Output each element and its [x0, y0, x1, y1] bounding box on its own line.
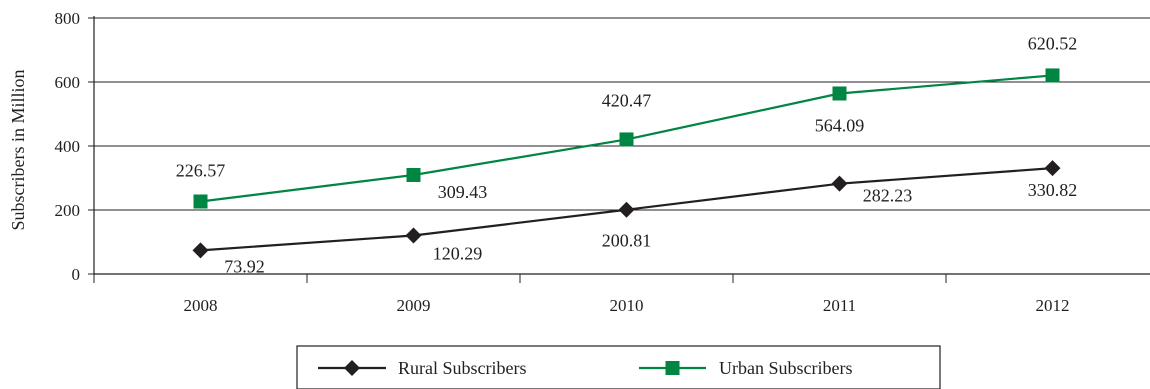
data-label: 620.52 — [1028, 33, 1078, 53]
data-point-square — [832, 86, 847, 101]
data-point-diamond — [1044, 160, 1061, 177]
data-point-square — [1045, 68, 1060, 83]
y-tick-label: 200 — [55, 201, 81, 220]
data-point-diamond — [831, 175, 848, 192]
series-group: 73.92 120.29 200.81 282.23 330.82 226.57 309.4… — [176, 33, 1078, 276]
legend: Rural Subscribers Urban Subscribers — [296, 345, 941, 389]
data-label: 73.92 — [224, 256, 265, 276]
legend-label: Urban Subscribers — [719, 358, 852, 378]
data-point-square — [619, 132, 634, 147]
gridlines — [94, 17, 1150, 211]
series-urban-subscribers: 226.57 309.43 420.47 564.09 620.52 — [176, 33, 1078, 209]
y-axis-ticks: 0 200 400 600 800 — [55, 9, 94, 284]
y-tick-label: 600 — [55, 73, 81, 92]
data-label: 330.82 — [1028, 180, 1078, 200]
data-label: 200.81 — [602, 231, 652, 251]
data-label: 120.29 — [433, 244, 483, 264]
y-tick-label: 800 — [55, 9, 81, 28]
data-label: 226.57 — [176, 160, 226, 180]
y-tick-label: 400 — [55, 137, 81, 156]
legend-box — [296, 345, 941, 389]
legend-marker-diamond — [344, 360, 360, 376]
legend-item-urban-subscribers: Urban Subscribers — [639, 358, 852, 378]
data-label: 309.43 — [438, 182, 488, 202]
legend-item-rural-subscribers: Rural Subscribers — [318, 358, 526, 378]
x-axis-ticks: 2008 2009 2010 2011 2012 — [93, 274, 1070, 315]
series-rural-subscribers: 73.92 120.29 200.81 282.23 330.82 — [192, 160, 1078, 276]
axes — [93, 16, 1150, 275]
x-tick-label: 2008 — [184, 296, 218, 315]
data-label: 420.47 — [602, 90, 652, 110]
data-label: 282.23 — [863, 186, 913, 206]
data-point-diamond — [405, 227, 422, 244]
y-axis-title: Subscribers in Million — [8, 70, 28, 231]
y-tick-label: 0 — [72, 265, 81, 284]
x-tick-label: 2011 — [823, 296, 856, 315]
legend-label: Rural Subscribers — [398, 358, 526, 378]
x-tick-label: 2009 — [397, 296, 431, 315]
data-point-square — [193, 194, 208, 209]
x-tick-label: 2010 — [610, 296, 644, 315]
data-point-diamond — [192, 242, 209, 259]
x-tick-label: 2012 — [1036, 296, 1070, 315]
legend-marker-square — [665, 361, 680, 375]
data-point-square — [406, 167, 421, 182]
data-point-diamond — [618, 201, 635, 218]
data-label: 564.09 — [815, 115, 865, 135]
